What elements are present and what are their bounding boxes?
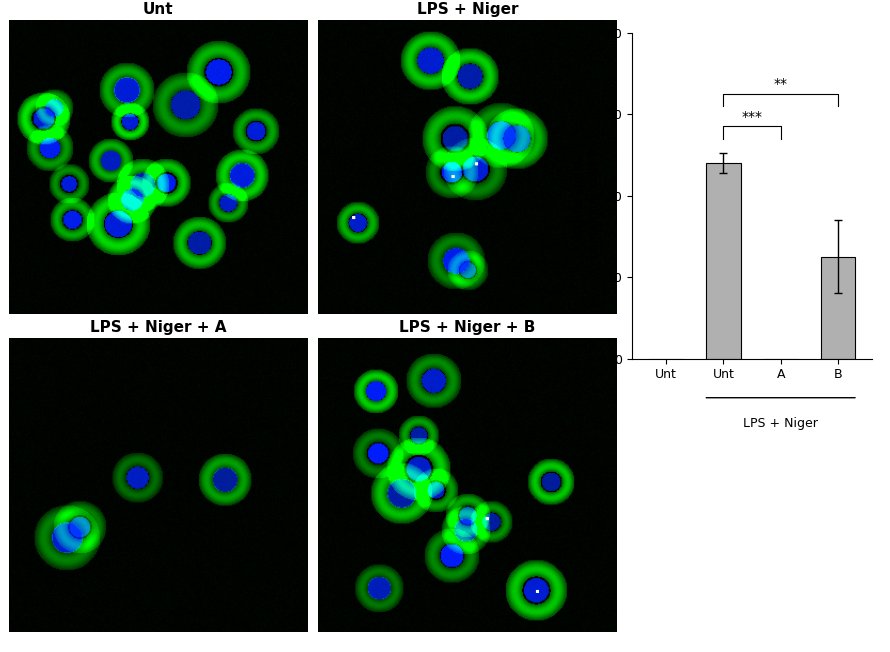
Title: Unt: Unt [142,2,174,17]
Text: **: ** [773,78,788,91]
Bar [821,257,855,359]
Bar [707,163,740,359]
Title: LPS + Niger + B: LPS + Niger + B [400,320,536,335]
Y-axis label: NLRP3 speck-
containing cells (%): NLRP3 speck- containing cells (%) [573,134,601,258]
Text: ***: *** [741,110,763,124]
Text: LPS + Niger: LPS + Niger [743,417,818,430]
Title: LPS + Niger: LPS + Niger [417,2,518,17]
Title: LPS + Niger + A: LPS + Niger + A [90,320,226,335]
